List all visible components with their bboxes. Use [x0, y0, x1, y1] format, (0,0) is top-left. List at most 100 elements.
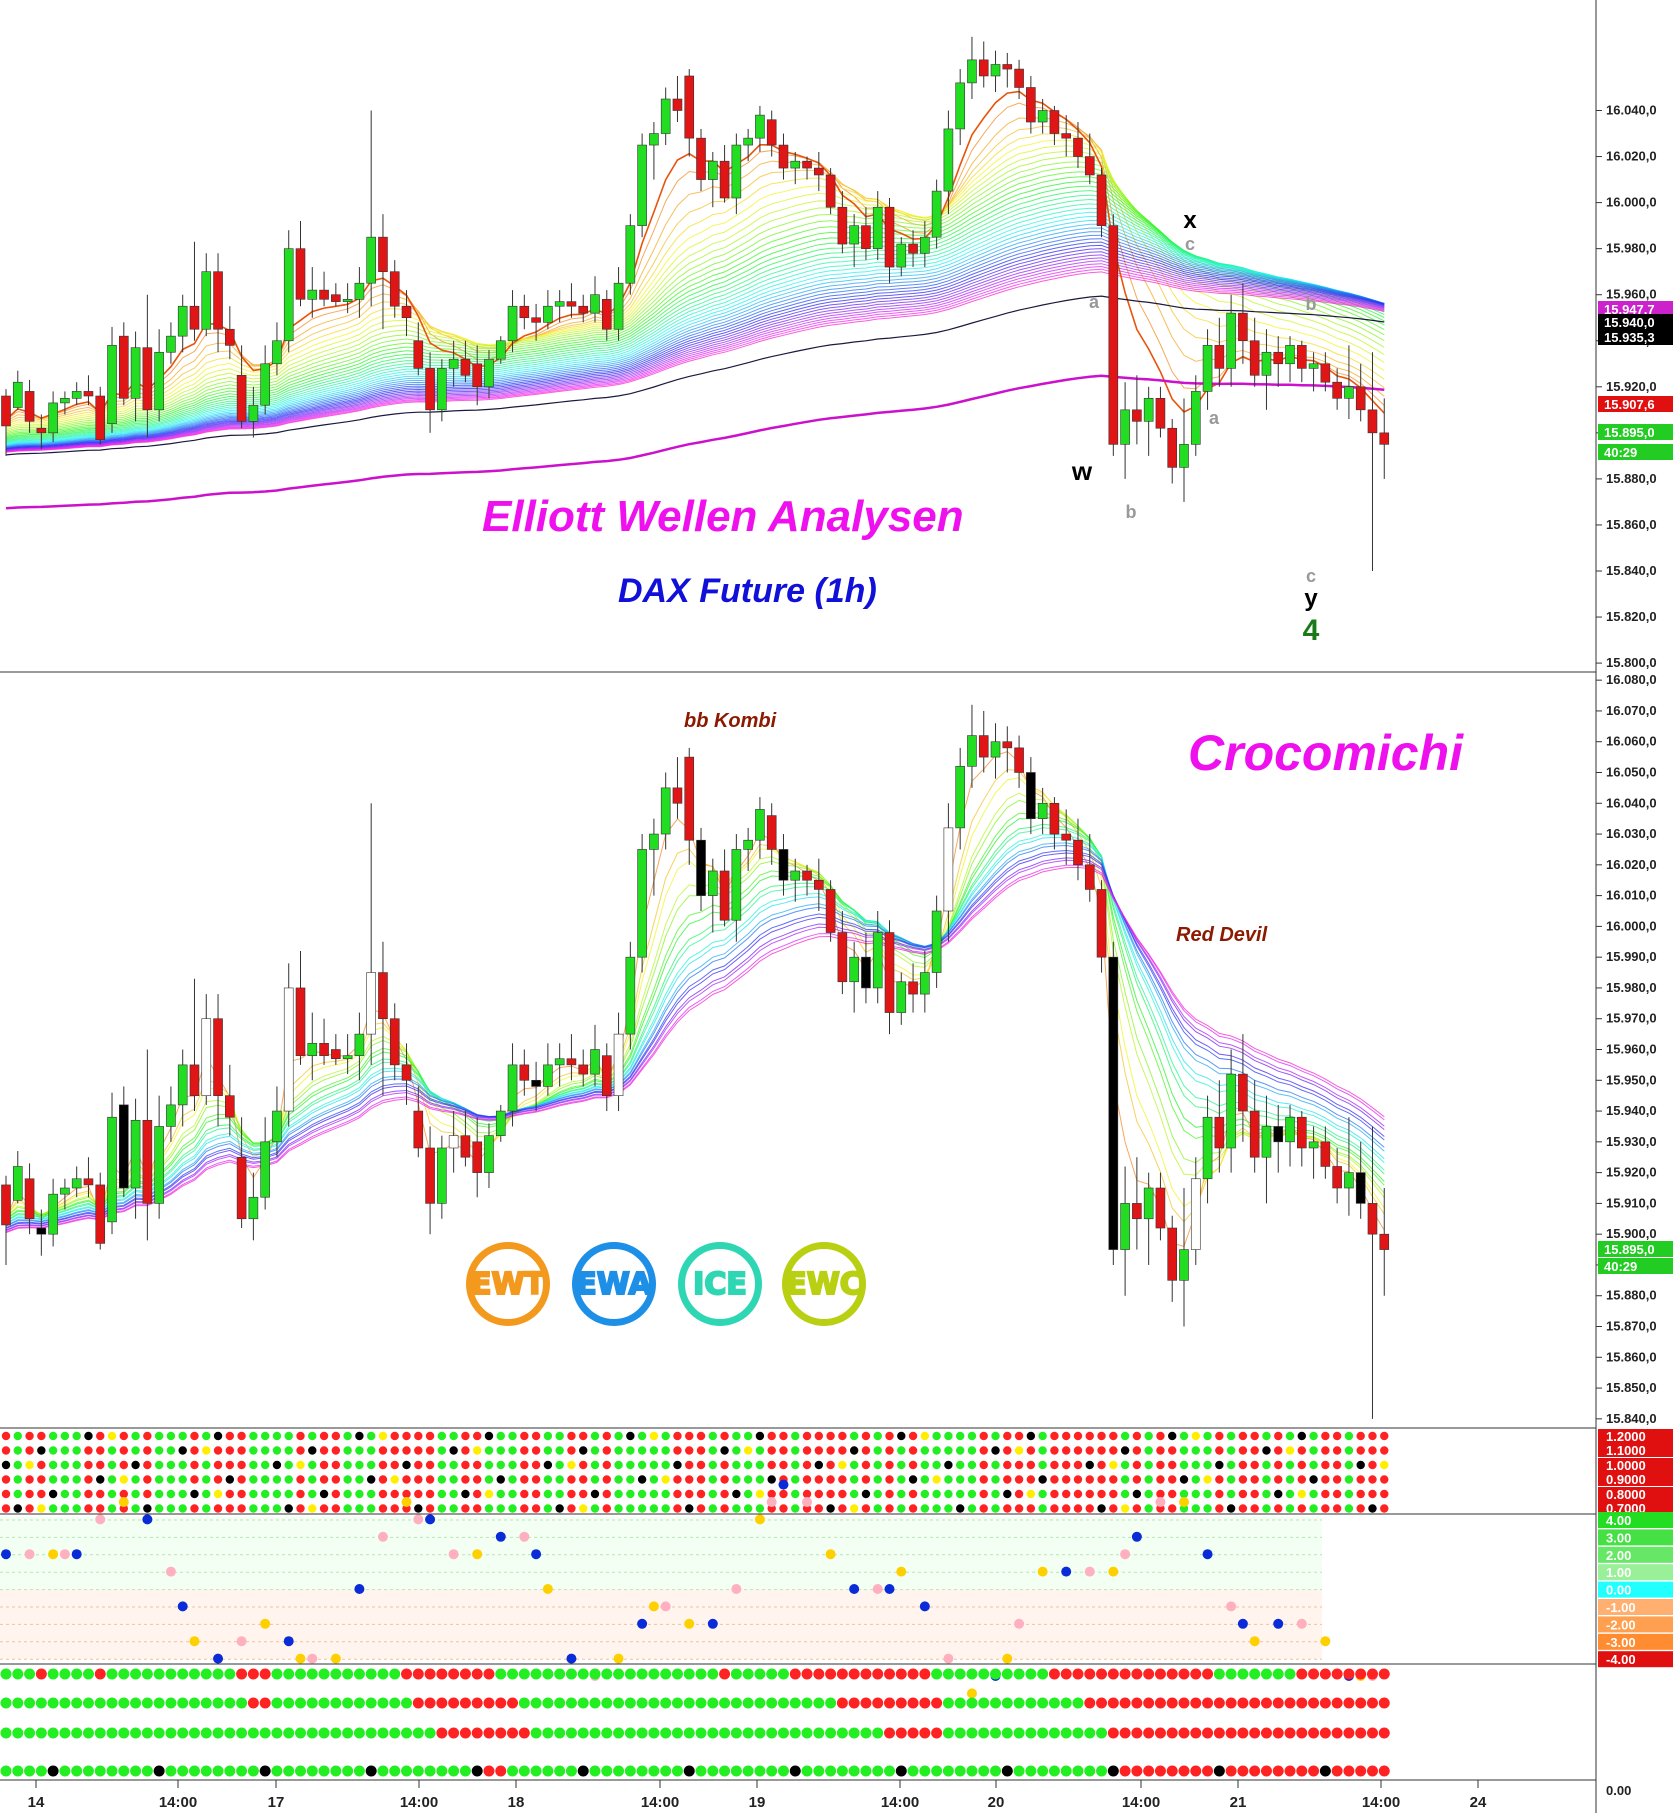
candle — [849, 214, 859, 268]
trend-dot — [565, 1668, 577, 1680]
signal-dot — [25, 1489, 34, 1499]
signal-dot — [1179, 1460, 1189, 1470]
signal-dot — [1026, 1431, 1036, 1441]
candle — [1238, 1034, 1248, 1142]
candle-body — [495, 1110, 506, 1136]
signal-dot — [37, 1489, 46, 1499]
ma-ribbon-line — [5, 852, 1385, 1229]
candle-body — [955, 82, 965, 130]
signal-dot — [696, 1446, 706, 1455]
signal-dot — [1309, 1504, 1318, 1513]
candle — [484, 349, 494, 399]
candle — [625, 214, 636, 295]
signal-dot — [178, 1431, 187, 1441]
signal-dot — [1156, 1460, 1165, 1470]
candle — [1355, 1141, 1366, 1219]
logo-ice-text: ICE — [692, 1266, 748, 1303]
candle-body — [460, 1135, 471, 1158]
trend-dot — [1060, 1697, 1072, 1709]
trend-dot — [1025, 1697, 1037, 1709]
trend-dot — [389, 1765, 401, 1777]
signal-dot — [1073, 1460, 1083, 1470]
trend-dot — [719, 1727, 731, 1739]
signal-dot — [1356, 1475, 1365, 1484]
signal-dot-panel[interactable] — [1, 1431, 1389, 1513]
trend-dot — [1178, 1697, 1190, 1709]
trend-dot — [389, 1727, 401, 1739]
y-tick-label: 15.980,0 — [1606, 241, 1657, 256]
candle-body — [731, 144, 742, 199]
signal-dot — [720, 1431, 729, 1441]
signal-dot — [1332, 1431, 1342, 1441]
signal-dot — [1215, 1460, 1224, 1470]
trend-dot — [860, 1697, 872, 1709]
x-tick-label: 14:00 — [641, 1794, 679, 1811]
candle — [12, 1151, 23, 1204]
candle — [260, 345, 270, 415]
candle-body — [766, 815, 777, 850]
signal-dot — [1368, 1446, 1377, 1455]
signal-dot — [661, 1431, 670, 1441]
signal-dot — [508, 1446, 517, 1455]
candle — [896, 972, 907, 1025]
signal-dot — [531, 1446, 541, 1455]
signal-dot — [37, 1446, 46, 1455]
signal-dot — [602, 1504, 611, 1513]
candle — [12, 370, 23, 410]
osc-tag-text: 1.0000 — [1606, 1458, 1646, 1473]
osc-dot — [1237, 1618, 1248, 1629]
signal-dot — [555, 1504, 564, 1513]
trend-dot — [1190, 1697, 1202, 1709]
trend-dot — [966, 1697, 978, 1709]
signal-dot — [649, 1431, 659, 1441]
oscillator-dot-panel[interactable] — [0, 1479, 1378, 1699]
logo-ewt: EWT — [466, 1242, 550, 1326]
price-tag-text: 15.895,0 — [1604, 1242, 1655, 1257]
price-tag-box — [1598, 1258, 1673, 1274]
candle — [1214, 317, 1225, 387]
osc-dot — [849, 1584, 860, 1594]
y-tick-label: 15.860,0 — [1606, 1349, 1657, 1364]
signal-dot — [520, 1504, 529, 1513]
candle — [660, 87, 671, 146]
trend-dot — [884, 1668, 895, 1680]
signal-dot — [1062, 1446, 1071, 1455]
trend-dot — [707, 1765, 719, 1777]
signal-dot — [461, 1446, 470, 1455]
trend-dot — [200, 1727, 212, 1739]
y-tick-label: 16.020,0 — [1606, 857, 1657, 872]
trend-dot — [825, 1668, 837, 1680]
crocomichi-panel[interactable] — [1, 704, 1390, 1419]
candle-body — [119, 335, 129, 399]
candle-body — [1084, 156, 1095, 176]
ma-ribbon-line — [5, 836, 1385, 1225]
signal-dot — [838, 1460, 847, 1470]
trend-dot — [1013, 1727, 1025, 1739]
signal-dot — [237, 1475, 246, 1484]
price-panel[interactable] — [1, 36, 1390, 571]
trend-dot — [860, 1765, 872, 1777]
trend-dot — [153, 1668, 165, 1680]
osc2-tag-text: -3.00 — [1606, 1635, 1636, 1650]
signal-dot — [1380, 1431, 1389, 1441]
trend-dot — [895, 1727, 907, 1739]
trend-dot — [495, 1668, 507, 1680]
trend-dot — [1331, 1727, 1343, 1739]
signal-dot — [1344, 1475, 1354, 1484]
signal-dot — [826, 1489, 835, 1499]
trend-dot — [401, 1697, 413, 1709]
candle-body — [366, 236, 376, 284]
signal-dot — [1085, 1489, 1094, 1499]
signal-dot — [484, 1489, 494, 1499]
trend-dot — [766, 1765, 778, 1777]
trend-dot — [365, 1668, 377, 1680]
trend-dot — [495, 1697, 507, 1709]
trend-dot — [565, 1697, 577, 1709]
trend-dot — [907, 1668, 919, 1680]
trend-dot-panel[interactable] — [0, 1668, 1390, 1777]
signal-dot — [119, 1431, 128, 1441]
trend-dot — [907, 1727, 919, 1739]
trend-dot — [82, 1727, 94, 1739]
signal-dot — [1, 1460, 11, 1470]
